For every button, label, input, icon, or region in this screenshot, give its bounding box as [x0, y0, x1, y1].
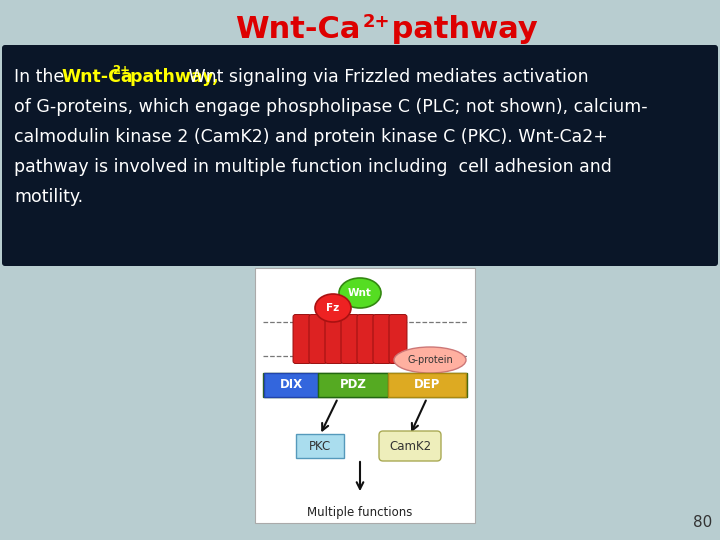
Text: DEP: DEP [414, 379, 440, 392]
FancyBboxPatch shape [263, 373, 467, 397]
Text: Fz: Fz [326, 303, 340, 313]
FancyBboxPatch shape [357, 314, 375, 363]
Text: 2+: 2+ [363, 13, 390, 31]
Text: motility.: motility. [14, 188, 83, 206]
Text: CamK2: CamK2 [389, 440, 431, 453]
Ellipse shape [394, 347, 466, 373]
FancyBboxPatch shape [2, 45, 718, 266]
Text: 80: 80 [693, 515, 712, 530]
Text: pathway,: pathway, [124, 68, 219, 86]
Text: Wnt-Ca: Wnt-Ca [235, 16, 360, 44]
FancyBboxPatch shape [318, 373, 388, 397]
FancyBboxPatch shape [388, 373, 466, 397]
FancyBboxPatch shape [255, 268, 475, 523]
Text: Wnt signaling via Frizzled mediates activation: Wnt signaling via Frizzled mediates acti… [183, 68, 589, 86]
Text: PKC: PKC [309, 440, 331, 453]
FancyBboxPatch shape [389, 314, 407, 363]
Text: G-protein: G-protein [407, 355, 453, 365]
Text: In the: In the [14, 68, 70, 86]
Text: pathway: pathway [381, 16, 538, 44]
FancyBboxPatch shape [341, 314, 359, 363]
Text: Wnt: Wnt [348, 288, 372, 298]
Ellipse shape [339, 278, 381, 308]
Text: pathway is involved in multiple function including  cell adhesion and: pathway is involved in multiple function… [14, 158, 612, 176]
Text: of G-proteins, which engage phospholipase C (PLC; not shown), calcium-: of G-proteins, which engage phospholipas… [14, 98, 647, 116]
Text: PDZ: PDZ [340, 379, 366, 392]
FancyBboxPatch shape [264, 373, 318, 397]
Ellipse shape [315, 294, 351, 322]
FancyBboxPatch shape [373, 314, 391, 363]
FancyBboxPatch shape [296, 434, 344, 458]
FancyBboxPatch shape [293, 314, 311, 363]
FancyBboxPatch shape [325, 314, 343, 363]
Text: Wnt-Ca: Wnt-Ca [61, 68, 132, 86]
Text: calmodulin kinase 2 (CamK2) and protein kinase C (PKC). Wnt-Ca2+: calmodulin kinase 2 (CamK2) and protein … [14, 128, 608, 146]
FancyBboxPatch shape [309, 314, 327, 363]
Text: 2+: 2+ [112, 64, 130, 77]
Text: Multiple functions: Multiple functions [307, 506, 413, 519]
FancyBboxPatch shape [379, 431, 441, 461]
Text: DIX: DIX [279, 379, 302, 392]
